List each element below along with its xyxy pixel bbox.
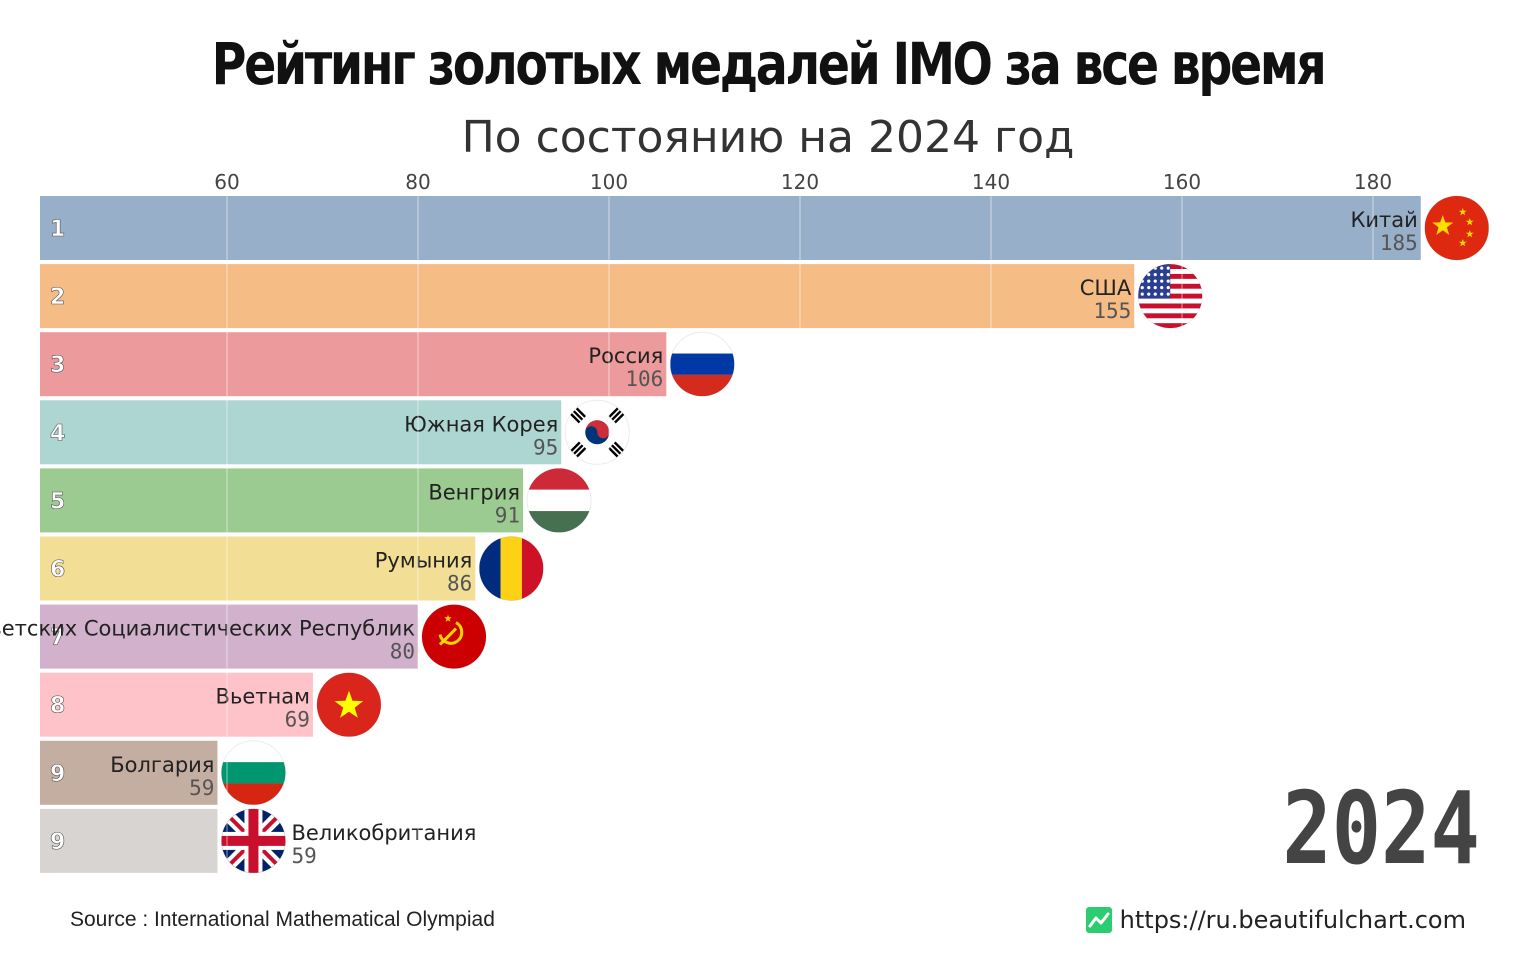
uk-flag-icon xyxy=(220,808,286,874)
value-label: 86 xyxy=(447,572,472,596)
bar xyxy=(40,672,313,737)
rank-label: 7 xyxy=(50,626,65,651)
rank-label: 5 xyxy=(50,489,65,514)
bar-row: 7Союз Советских Социалистических Республ… xyxy=(0,604,487,670)
country-label: Китай xyxy=(1350,208,1417,232)
bulgaria-flag-icon xyxy=(220,740,286,806)
rank-label: 1 xyxy=(50,217,65,242)
rank-label: 9 xyxy=(50,830,65,855)
year-label: 2024 xyxy=(1282,770,1480,887)
site-link[interactable]: https://ru.beautifulchart.com xyxy=(1085,906,1466,934)
x-tick-label: 100 xyxy=(590,170,628,194)
x-tick-label: 120 xyxy=(781,170,819,194)
rank-label: 4 xyxy=(50,421,65,446)
value-label: 185 xyxy=(1380,231,1418,255)
value-label: 80 xyxy=(390,640,415,664)
country-label: Южная Корея xyxy=(404,412,558,436)
vietnam-flag-icon xyxy=(316,672,382,738)
x-tick-label: 140 xyxy=(972,170,1010,194)
bar xyxy=(40,468,524,533)
bar xyxy=(40,808,218,873)
usa-flag-icon xyxy=(1137,263,1203,329)
value-label: 155 xyxy=(1093,299,1131,323)
bar xyxy=(40,332,667,397)
bar xyxy=(40,740,218,805)
china-flag-icon xyxy=(1424,195,1490,261)
rank-label: 2 xyxy=(50,285,65,310)
country-label: Великобритания xyxy=(291,821,476,845)
country-label: Болгария xyxy=(110,753,214,777)
value-label: 91 xyxy=(495,503,520,527)
hungary-flag-icon xyxy=(526,467,592,533)
romania-flag-icon xyxy=(478,536,544,601)
country-label: США xyxy=(1080,276,1132,300)
country-label: Венгрия xyxy=(428,480,520,504)
rank-label: 9 xyxy=(50,762,65,787)
chart-subtitle: По состоянию на 2024 год xyxy=(461,112,1075,163)
south-korea-flag-icon xyxy=(564,399,630,465)
rank-label: 3 xyxy=(50,353,65,378)
source-note: Source : International Mathematical Olym… xyxy=(70,908,495,931)
site-url[interactable]: https://ru.beautifulchart.com xyxy=(1119,906,1466,934)
value-label: 69 xyxy=(285,708,310,732)
bar xyxy=(40,400,562,465)
x-tick-label: 60 xyxy=(214,170,239,194)
country-label: Союз Советских Социалистических Республи… xyxy=(0,617,415,641)
rank-label: 6 xyxy=(50,558,65,583)
rank-label: 8 xyxy=(50,694,65,719)
x-tick-label: 180 xyxy=(1354,170,1392,194)
ussr-flag-icon xyxy=(421,604,487,670)
value-label: 59 xyxy=(291,844,316,868)
country-label: Россия xyxy=(588,344,663,368)
russia-flag-icon xyxy=(669,331,735,397)
country-label: Вьетнам xyxy=(216,685,310,709)
bar xyxy=(40,264,1135,329)
bar xyxy=(40,536,476,601)
country-label: Румыния xyxy=(375,549,473,573)
value-label: 106 xyxy=(625,367,663,391)
chart-logo-icon xyxy=(1085,907,1112,933)
x-tick-label: 80 xyxy=(405,170,430,194)
x-tick-label: 160 xyxy=(1163,170,1201,194)
bar xyxy=(40,604,418,669)
value-label: 95 xyxy=(533,435,558,459)
chart-title: Рейтинг золотых медалей IMO за все время xyxy=(211,30,1327,98)
bar xyxy=(40,196,1421,260)
value-label: 59 xyxy=(189,776,214,800)
